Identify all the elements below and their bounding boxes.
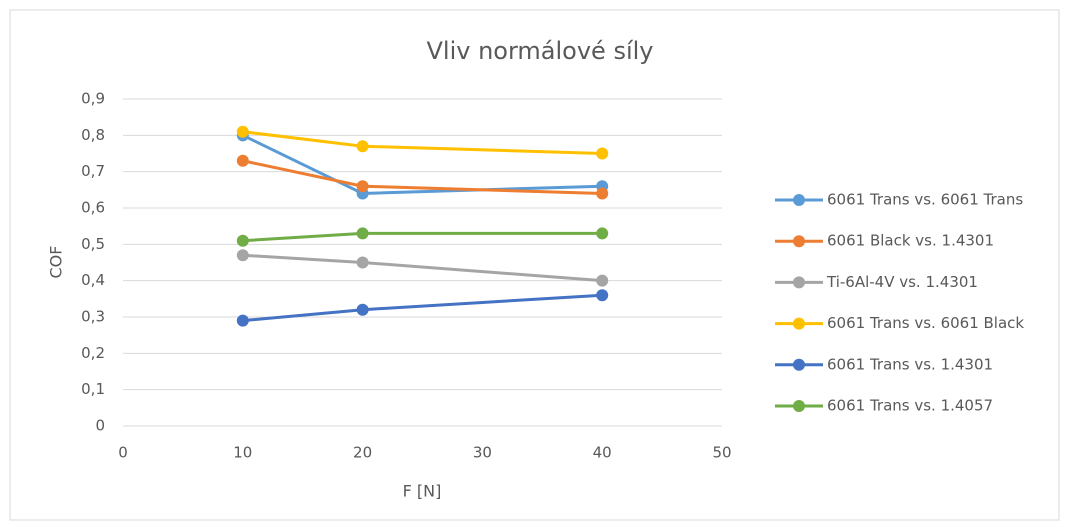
data-point [356,256,369,269]
data-point [236,154,249,167]
legend-label: Ti-6Al-4V vs. 1.4301 [826,273,978,291]
legend-marker [793,358,805,371]
legend-label: 6061 Black vs. 1.4301 [827,232,994,250]
legend-label: 6061 Trans vs. 1.4057 [827,397,993,415]
data-point [236,249,249,262]
x-tick-label: 50 [712,444,731,462]
chart-frame [9,9,1060,521]
y-tick-label: 0,2 [81,344,105,362]
chart-title: Vliv normálové síly [426,37,653,65]
y-tick-label: 0,5 [81,235,105,253]
y-axis-label: COF [47,246,66,279]
y-tick-label: 0,1 [81,380,105,398]
legend-label: 6061 Trans vs. 6061 Trans [827,191,1023,209]
y-tick-label: 0,6 [81,199,105,217]
data-point [356,227,369,240]
data-point [236,314,249,327]
data-point [596,227,609,240]
y-tick-label: 0,8 [81,126,105,144]
x-tick-label: 20 [353,444,372,462]
legend-label: 6061 Trans vs. 1.4301 [827,355,993,373]
y-tick-label: 0,3 [81,308,105,326]
legend-marker [793,235,805,248]
y-tick-label: 0,7 [81,162,105,180]
data-point [596,289,609,302]
data-point [356,140,369,153]
legend-marker [793,194,805,206]
y-tick-label: 0 [95,417,105,435]
data-point [356,180,369,193]
data-point [596,187,609,200]
legend-marker [793,276,805,289]
data-point [356,303,369,316]
y-tick-label: 0,9 [81,90,105,108]
data-point [596,147,609,160]
data-point [596,274,609,287]
legend-marker [793,317,805,330]
x-tick-label: 40 [593,444,612,462]
data-point [236,125,249,138]
x-tick-label: 10 [233,444,252,462]
x-axis-label: F [N] [403,482,442,501]
data-point [236,234,249,247]
legend-label: 6061 Trans vs. 6061 Black [827,314,1024,332]
x-tick-label: 30 [473,444,492,462]
y-tick-label: 0,4 [81,271,105,289]
x-tick-label: 0 [118,444,128,462]
legend-marker [793,400,805,412]
